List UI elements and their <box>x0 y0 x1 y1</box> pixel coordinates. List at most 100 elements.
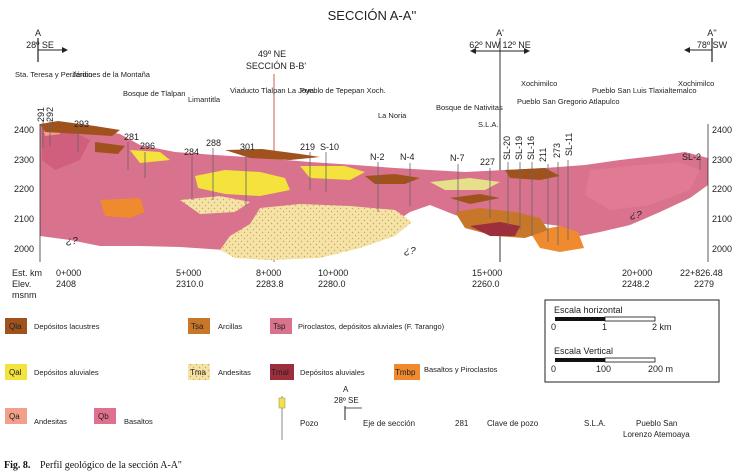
legend-swatch-tma <box>188 364 210 380</box>
elevation-tick: 2000 <box>14 244 34 254</box>
elevation-tick: 2400 <box>14 125 34 135</box>
legend-code: Qal <box>9 368 22 377</box>
well-label: SL-11 <box>564 133 574 156</box>
legend-label: Basaltos y Piroclastos <box>424 365 498 374</box>
section-marker-letter: A'' <box>707 28 717 38</box>
elevation-tick: 2400 <box>712 125 732 135</box>
elevation-axis-right: 2400 2300 2200 2100 2000 <box>707 124 732 262</box>
place-name: Xochimilco <box>678 79 714 88</box>
unit-qal-yellow <box>430 178 500 190</box>
legend-label: Andesitas <box>218 368 251 377</box>
section-marker-a: A 28º SE <box>26 28 68 62</box>
unknown-mark: ¿? <box>404 246 416 257</box>
legend-code: Qla <box>9 322 22 331</box>
legend-label: Andesitas <box>34 417 67 426</box>
unit-qla-surface <box>365 174 420 184</box>
elevation-tick: 2300 <box>712 155 732 165</box>
scale-box: Escala horizontal 0 1 2 km Escala Vertic… <box>544 299 720 383</box>
elevation-tick: 2100 <box>14 214 34 224</box>
place-name: Viaducto Tlalpan La Joya <box>230 86 315 95</box>
elevation-tick: 2000 <box>712 244 732 254</box>
well-label: 219 <box>300 142 315 152</box>
station-elev: 2248.2 <box>622 279 650 289</box>
elevation-tick: 2300 <box>14 155 34 165</box>
station-elev: 2280.0 <box>318 279 346 289</box>
axis-symbol-dip: 28º SE <box>334 396 359 405</box>
symbols-key: Pozo A 28º SE Eje de sección 281 Clave d… <box>278 385 690 440</box>
legend-swatch-tmal <box>270 364 294 380</box>
well-label: SL-20 <box>502 136 512 160</box>
well-label: 301 <box>240 142 255 152</box>
well-label: N-7 <box>450 153 465 163</box>
horizontal-scale-tick: 1 <box>602 322 607 332</box>
legend-label: Depósitos lacustres <box>34 322 100 331</box>
station-elev: 2260.0 <box>472 279 500 289</box>
elevation-tick: 2200 <box>14 184 34 194</box>
legend-swatch-qla <box>5 318 27 334</box>
well-labels: 291 292 293 281 296 284 288 301 219 S-10… <box>36 107 701 167</box>
well-label: SL-2 <box>682 152 701 162</box>
section-title: SECCIÓN A-A'' <box>328 8 417 23</box>
legend-swatch-tmbp <box>394 364 420 380</box>
station-km-label: Est. km <box>12 268 42 278</box>
well-label: 292 <box>45 107 55 122</box>
unknown-mark: ¿? <box>66 236 78 247</box>
well-lines <box>42 120 701 245</box>
legend-swatch-tsp <box>270 318 292 334</box>
legend-code: Qb <box>98 412 109 421</box>
unit-tmbp-orange <box>530 226 584 252</box>
well-label: 227 <box>480 157 495 167</box>
horizontal-scale-tick: 2 km <box>652 322 672 332</box>
station-elev: 2310.0 <box>176 279 204 289</box>
station-km: 10+000 <box>318 268 348 278</box>
unit-tmbp-orange <box>100 198 145 218</box>
abbr-code: S.L.A. <box>584 419 606 428</box>
well-label: 273 <box>552 143 562 158</box>
legend-code: Tma <box>190 368 207 377</box>
elevation-tick: 2200 <box>712 184 732 194</box>
legend-swatch-qal <box>5 364 27 380</box>
unit-qal-yellow <box>130 150 170 163</box>
legend-swatch-qa <box>5 408 27 424</box>
elevation-axis-left: 2400 2300 2200 2100 2000 <box>14 124 41 262</box>
station-km: 0+000 <box>56 268 81 278</box>
legend-code: Tsp <box>273 322 286 331</box>
unit-tsp-basalt-mass <box>40 124 708 250</box>
place-name: Xochimilco <box>521 79 557 88</box>
station-elev-label: Elev. <box>12 279 31 289</box>
well-label: 296 <box>140 141 155 151</box>
legend-swatch-qb <box>94 408 116 424</box>
legend-label: Depósitos aluviales <box>34 368 99 377</box>
place-name: Pueblo de Tepepan Xoch. <box>300 86 386 95</box>
section-marker-letter: A' <box>496 28 504 38</box>
well-key-number: 281 <box>455 419 469 428</box>
place-name: S.L.A. <box>478 120 498 129</box>
legend-swatch-tsa <box>188 318 210 334</box>
station-km: 5+000 <box>176 268 201 278</box>
unit-qb-patch <box>585 162 700 210</box>
well-label: 291 <box>36 107 46 122</box>
caption-text: Perfil geológico de la sección A-A'' <box>40 460 182 471</box>
legend-code: Qa <box>9 412 20 421</box>
unknown-mark: ¿? <box>630 210 642 221</box>
legend-code: Tsa <box>191 322 204 331</box>
well-label: 281 <box>124 132 139 142</box>
unit-qla-surface <box>95 142 125 154</box>
unit-qla-surface <box>40 121 120 136</box>
station-axis: Est. km Elev. msnm 0+000 2408 5+000 2310… <box>12 268 723 300</box>
station-km: 22+826.48 <box>680 268 723 278</box>
vertical-scale-tick: 0 <box>551 364 556 374</box>
place-name: Bosque de Nativitas <box>436 103 503 112</box>
well-label: S-10 <box>320 142 339 152</box>
abbr-meaning: Pueblo San Lorenzo Atemoaya <box>623 419 690 439</box>
legend-label: Arcillas <box>218 322 242 331</box>
station-km: 20+000 <box>622 268 652 278</box>
axis-symbol-letter: A <box>343 385 349 394</box>
well-key-label: Clave de pozo <box>487 419 539 428</box>
legend: Qla Depósitos lacustres Tsa Arcillas Tsp… <box>5 318 498 426</box>
station-unit-label: msnm <box>12 290 37 300</box>
legend-code: Tmal <box>271 368 289 377</box>
well-label: 284 <box>184 147 199 157</box>
axis-symbol-label: Eje de sección <box>363 419 415 428</box>
